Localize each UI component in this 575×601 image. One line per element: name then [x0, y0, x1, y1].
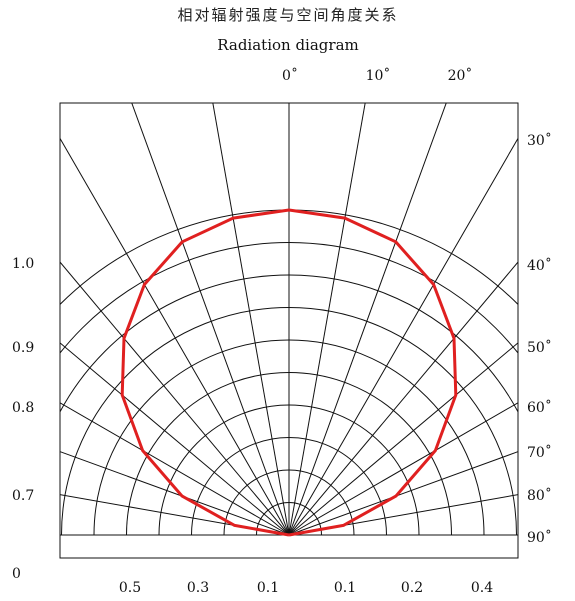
- grid-spoke: [288, 494, 518, 536]
- angle-label-70: 70˚: [527, 444, 552, 461]
- value-label-1-0: 1.0: [12, 256, 34, 272]
- plot-frame: [59, 102, 519, 559]
- value-label-0: 0: [12, 566, 21, 582]
- left-value-labels: 1.0 0.9 0.8 0.7 0: [12, 256, 34, 582]
- bottom-value-labels: 0.5 0.3 0.1 0.1 0.2 0.4: [119, 580, 493, 596]
- angle-label-0: 0˚: [282, 67, 298, 84]
- value-label-0-8: 0.8: [12, 400, 34, 416]
- bottom-label-0-1-right: 0.1: [334, 580, 356, 596]
- grid-spoke: [60, 261, 290, 536]
- bottom-label-0-1-left: 0.1: [257, 580, 279, 596]
- value-label-0-7: 0.7: [12, 488, 34, 504]
- value-label-0-9: 0.9: [12, 340, 34, 356]
- grid-spoke: [212, 103, 290, 536]
- angle-label-60: 60˚: [527, 399, 552, 416]
- grid-spoke: [60, 402, 290, 536]
- bottom-label-0-3: 0.3: [187, 580, 209, 596]
- grid-spoke: [288, 402, 518, 536]
- angle-label-50: 50˚: [527, 339, 552, 356]
- right-angle-labels: 30˚ 40˚ 50˚ 60˚ 70˚ 80˚ 90˚: [527, 132, 552, 546]
- bottom-label-0-2: 0.2: [401, 580, 423, 596]
- top-angle-labels: 0˚ 10˚ 20˚: [282, 67, 472, 84]
- angle-label-80: 80˚: [527, 487, 552, 504]
- grid-spoke: [288, 103, 366, 536]
- grid-spoke: [131, 103, 290, 536]
- chart-title: 相对辐射强度与空间角度关系: [177, 6, 398, 24]
- grid-spoke: [288, 261, 518, 536]
- grid-spoke: [288, 103, 447, 536]
- bottom-label-0-5: 0.5: [119, 580, 141, 596]
- bottom-label-0-4: 0.4: [471, 580, 493, 596]
- angle-label-90: 90˚: [527, 529, 552, 546]
- grid-ring: [60, 242, 518, 354]
- radiation-curve: [120, 208, 458, 537]
- grid-spoke: [288, 342, 518, 536]
- angle-label-30: 30˚: [527, 132, 552, 149]
- angle-label-20: 20˚: [448, 67, 473, 84]
- grid-spoke: [60, 494, 290, 536]
- chart-subtitle: Radiation diagram: [217, 36, 359, 54]
- grid-spoke: [60, 137, 290, 536]
- angle-label-40: 40˚: [527, 257, 552, 274]
- grid-spoke: [288, 137, 518, 536]
- angle-label-10: 10˚: [366, 67, 391, 84]
- grid-spoke: [60, 342, 290, 536]
